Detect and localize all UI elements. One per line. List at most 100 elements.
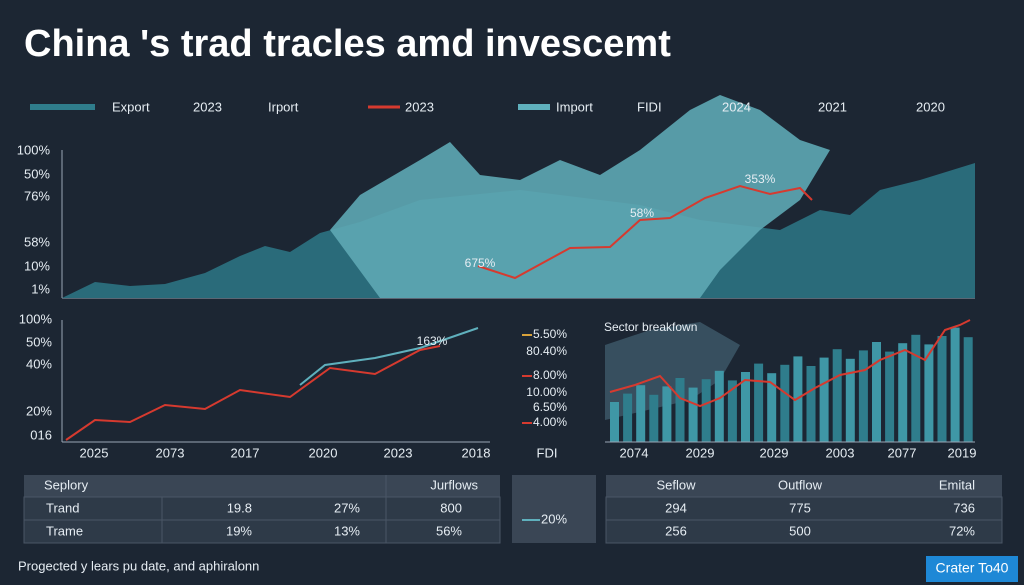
table-cell: 500 bbox=[789, 523, 811, 538]
bars bbox=[610, 327, 973, 442]
table-header: Jurflows bbox=[430, 477, 478, 492]
bar bbox=[858, 350, 868, 442]
legend-label: 2023 bbox=[193, 99, 222, 114]
legend-label: 2020 bbox=[916, 99, 945, 114]
x-tick-label: 2025 bbox=[80, 445, 109, 460]
line bbox=[65, 345, 441, 441]
y-tick-label: 100% bbox=[17, 142, 51, 157]
table-cell: 27% bbox=[334, 500, 360, 515]
table-cell: Trame bbox=[46, 523, 83, 538]
y-tick-label: 76% bbox=[24, 188, 50, 203]
x-tick-label: 2003 bbox=[826, 445, 855, 460]
title: China 's trad tracles amd invescemt bbox=[24, 23, 671, 65]
bar bbox=[741, 372, 750, 442]
bar bbox=[937, 336, 947, 442]
table-cell: 294 bbox=[665, 500, 687, 515]
line bbox=[609, 319, 971, 408]
x-tick-label: 2023 bbox=[384, 445, 413, 460]
x-tick-label: 2018 bbox=[462, 445, 491, 460]
bar bbox=[806, 366, 816, 442]
bar bbox=[924, 344, 934, 442]
legend-markers bbox=[522, 334, 532, 424]
legend-label: Import bbox=[556, 99, 593, 114]
map-shape bbox=[330, 95, 830, 298]
button-label[interactable]: Crater To40 bbox=[936, 560, 1009, 576]
x-tick-label: 2029 bbox=[760, 445, 789, 460]
x-tick-label: 2074 bbox=[620, 445, 649, 460]
legend-label: Export bbox=[112, 99, 150, 114]
button[interactable] bbox=[926, 556, 1018, 582]
legend-label: 2021 bbox=[818, 99, 847, 114]
annotation: 675% bbox=[465, 256, 496, 270]
bar bbox=[872, 342, 881, 442]
bar bbox=[636, 385, 646, 442]
table-cell: 72% bbox=[949, 523, 975, 538]
bar bbox=[780, 364, 790, 442]
annotation: 353% bbox=[745, 172, 776, 186]
bar bbox=[767, 373, 777, 442]
x-tick-label: 2073 bbox=[156, 445, 185, 460]
y-tick-label: 50% bbox=[26, 334, 52, 349]
annotation: 58% bbox=[630, 206, 654, 220]
bar bbox=[727, 380, 737, 442]
legend-label: 80.40% bbox=[526, 344, 567, 358]
y-tick-label: 50% bbox=[24, 166, 50, 181]
bar bbox=[950, 327, 960, 442]
legend-label: 2024 bbox=[722, 99, 751, 114]
table-cell: 736 bbox=[953, 500, 975, 515]
x-tick-label: 2019 bbox=[948, 445, 977, 460]
line bbox=[299, 327, 479, 386]
table-header: Emital bbox=[939, 477, 975, 492]
chart-title: Sector breakfown bbox=[604, 320, 697, 334]
table-cell: 56% bbox=[436, 523, 462, 538]
legend-label: 5.50% bbox=[533, 327, 567, 341]
table-header: Seflow bbox=[656, 477, 696, 492]
bar bbox=[662, 386, 672, 442]
x-tick-label: 2020 bbox=[309, 445, 338, 460]
legend-label: 8.00% bbox=[533, 368, 567, 382]
x-tick-label: 2077 bbox=[888, 445, 917, 460]
legend-label: 4.00% bbox=[533, 415, 567, 429]
line bbox=[477, 184, 813, 280]
bar bbox=[845, 358, 855, 442]
bar bbox=[911, 334, 921, 442]
y-tick-label: 20% bbox=[26, 403, 52, 418]
y-tick-label: 10% bbox=[24, 258, 50, 273]
legend-label: 2023 bbox=[405, 99, 434, 114]
table-header: Outflow bbox=[778, 477, 823, 492]
x-tick-label: 2017 bbox=[231, 445, 260, 460]
bar bbox=[623, 393, 633, 442]
bar bbox=[688, 387, 698, 442]
footer-note: Progected y lears pu date, and aphiralon… bbox=[18, 558, 259, 573]
bar bbox=[963, 337, 973, 442]
y-tick-label: 016 bbox=[30, 427, 52, 442]
table-cell: 800 bbox=[440, 500, 462, 515]
table-cell: 256 bbox=[665, 523, 687, 538]
table-cell: Trand bbox=[46, 500, 79, 515]
tables bbox=[23, 475, 1003, 544]
table-cell: 13% bbox=[334, 523, 360, 538]
table-cell: 20% bbox=[541, 511, 567, 526]
x-tick-label: 2029 bbox=[686, 445, 715, 460]
legend-label: 6.50% bbox=[533, 400, 567, 414]
table-cell: 19% bbox=[226, 523, 252, 538]
bar bbox=[701, 379, 711, 442]
legend-label: Irport bbox=[268, 99, 299, 114]
bar bbox=[754, 363, 764, 442]
bar bbox=[675, 378, 685, 442]
legend-label: FIDI bbox=[637, 99, 662, 114]
bar bbox=[832, 349, 842, 442]
table-header: Seplory bbox=[44, 477, 89, 492]
y-tick-label: 1% bbox=[31, 281, 50, 296]
y-tick-label: 100% bbox=[19, 311, 53, 326]
table-cell: 19.8 bbox=[227, 500, 252, 515]
legend-label: 10.00% bbox=[526, 385, 567, 399]
bar bbox=[714, 370, 724, 442]
bar bbox=[819, 357, 829, 442]
y-tick-label: 40% bbox=[26, 356, 52, 371]
bar bbox=[898, 343, 908, 442]
bar bbox=[885, 351, 895, 442]
bar bbox=[610, 402, 619, 442]
